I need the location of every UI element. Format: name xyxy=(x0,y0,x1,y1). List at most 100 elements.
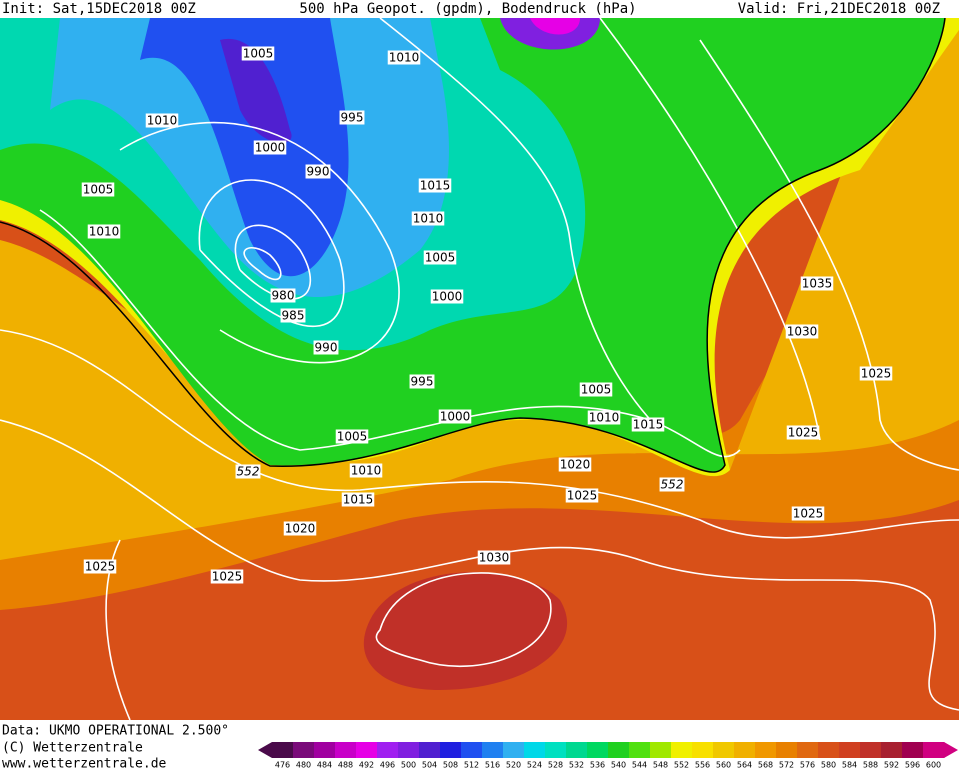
legend-swatch xyxy=(356,742,378,758)
legend-arrow-left xyxy=(258,742,272,758)
label-box xyxy=(859,366,893,381)
legend-swatch xyxy=(377,742,399,758)
labels: 1005 1010 1010 995 1000 990 1015 1005 1010 1010 10… xyxy=(81,46,893,584)
legend-tick-label: 588 xyxy=(863,761,878,770)
label-box xyxy=(409,374,435,389)
legend-tick-label: 480 xyxy=(296,761,311,770)
label-box xyxy=(659,477,685,492)
header-bg xyxy=(0,0,959,18)
legend-swatch xyxy=(566,742,588,758)
legend-tick-label: 564 xyxy=(737,761,752,770)
isobar-label: 1005 xyxy=(243,47,274,61)
legend-swatch xyxy=(860,742,882,758)
isobar-label: 1010 xyxy=(413,212,444,226)
legend-swatch xyxy=(839,742,861,758)
legend-swatch xyxy=(398,742,420,758)
website: www.wetterzentrale.de xyxy=(2,757,167,770)
isobar-label: 1000 xyxy=(440,410,471,424)
legend-tick-label: 540 xyxy=(611,761,626,770)
legend-swatch xyxy=(440,742,462,758)
label-box xyxy=(341,492,375,507)
isobar-label: 995 xyxy=(411,375,434,389)
legend-tick-label: 556 xyxy=(695,761,710,770)
label-box xyxy=(411,211,445,226)
legend-arrow-right xyxy=(944,742,958,758)
isobar-label: 1015 xyxy=(420,179,451,193)
legend-swatch xyxy=(881,742,903,758)
isobar-label: 1035 xyxy=(802,277,833,291)
isobar-label: 1000 xyxy=(255,141,286,155)
label-box xyxy=(587,410,621,425)
legend-tick-label: 492 xyxy=(359,761,374,770)
label-box xyxy=(579,382,613,397)
label-box xyxy=(786,425,820,440)
legend-tick-label: 532 xyxy=(569,761,584,770)
legend-swatch xyxy=(272,742,294,758)
label-box xyxy=(335,429,369,444)
isobar-label: 980 xyxy=(272,289,295,303)
isobar-label: 1015 xyxy=(633,418,664,432)
label-box xyxy=(83,559,117,574)
isobar-label: 1000 xyxy=(432,290,463,304)
legend-swatch xyxy=(671,742,693,758)
isobar-label: 1030 xyxy=(787,325,818,339)
legend-swatch xyxy=(923,742,945,758)
legend-swatch xyxy=(902,742,924,758)
isobar-label: 552 xyxy=(237,465,260,479)
isobar-label: 552 xyxy=(661,478,684,492)
label-box xyxy=(438,409,472,424)
isobar-label: 1010 xyxy=(589,411,620,425)
color-legend: 476 480 484 488 492 496 500 504 508 512 516 520 524 5… xyxy=(258,742,958,770)
isobar-label: 1010 xyxy=(89,225,120,239)
legend-tick-label: 520 xyxy=(506,761,521,770)
label-box xyxy=(313,340,339,355)
label-box xyxy=(87,224,121,239)
legend-tick-label: 504 xyxy=(422,761,437,770)
legend-tick-label: 592 xyxy=(884,761,899,770)
legend-tick-label: 572 xyxy=(779,761,794,770)
label-box xyxy=(81,182,115,197)
legend-swatch xyxy=(524,742,546,758)
label-box xyxy=(791,506,825,521)
legend-tick-label: 488 xyxy=(338,761,353,770)
legend-tick-label: 508 xyxy=(443,761,458,770)
legend-swatch xyxy=(797,742,819,758)
legend-swatch xyxy=(608,742,630,758)
legend-tick-label: 500 xyxy=(401,761,416,770)
label-box xyxy=(349,463,383,478)
valid-time: Valid: Fri,21DEC2018 00Z xyxy=(738,1,940,17)
label-box xyxy=(565,488,599,503)
label-box xyxy=(280,308,306,323)
legend-swatch xyxy=(776,742,798,758)
init-time: Init: Sat,15DEC2018 00Z xyxy=(2,1,196,17)
label-box xyxy=(387,50,421,65)
isobar-label: 1010 xyxy=(147,114,178,128)
isobar-label: 1005 xyxy=(83,183,114,197)
isobar-label: 1005 xyxy=(581,383,612,397)
legend-swatch xyxy=(629,742,651,758)
label-box xyxy=(253,140,287,155)
legend-swatch xyxy=(503,742,525,758)
isobar-label: 1025 xyxy=(85,560,116,574)
label-box xyxy=(270,288,296,303)
legend-swatch xyxy=(293,742,315,758)
legend-tick-label: 576 xyxy=(800,761,815,770)
legend-tick-label: 484 xyxy=(317,761,332,770)
label-box xyxy=(785,324,819,339)
legend-tick-label: 600 xyxy=(926,761,941,770)
legend-swatch xyxy=(650,742,672,758)
legend-swatch xyxy=(734,742,756,758)
isobar-label: 1025 xyxy=(788,426,819,440)
legend-swatch xyxy=(461,742,483,758)
isobar-label: 990 xyxy=(307,165,330,179)
contour-552 xyxy=(0,17,946,473)
label-box xyxy=(339,110,365,125)
isobar-label: 1005 xyxy=(337,430,368,444)
isobar-label: 1025 xyxy=(567,489,598,503)
copyright: (C) Wetterzentrale xyxy=(2,741,143,756)
label-box xyxy=(800,276,834,291)
legend-tick-label: 476 xyxy=(275,761,290,770)
legend-tick-label: 548 xyxy=(653,761,668,770)
legend-swatch xyxy=(314,742,336,758)
